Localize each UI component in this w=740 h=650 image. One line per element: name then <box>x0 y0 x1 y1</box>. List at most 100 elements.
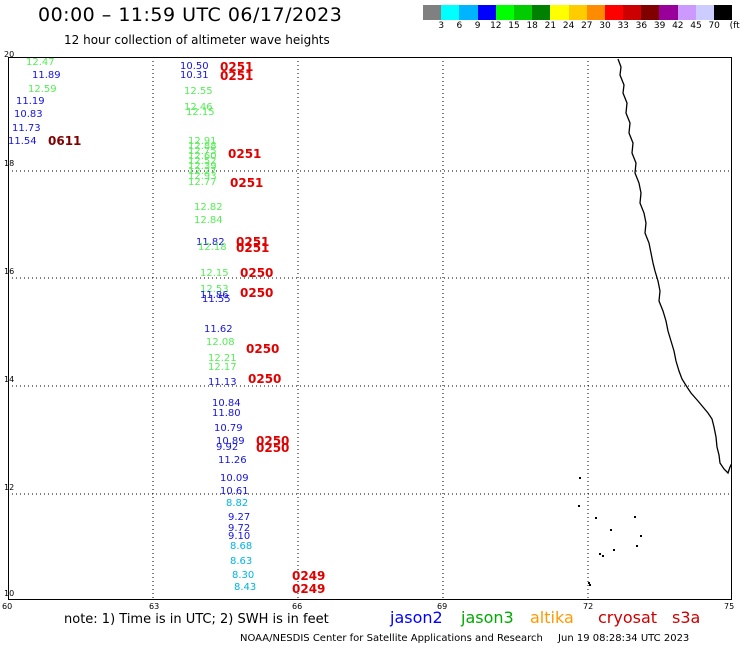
color-swatch <box>586 5 605 20</box>
island <box>578 505 580 507</box>
longitude-label: 69 <box>437 602 448 611</box>
wave-height-label: 12.59 <box>28 84 57 95</box>
color-swatch <box>714 5 733 20</box>
wave-height-label: 11.73 <box>12 123 41 134</box>
wave-height-label: 12.17 <box>208 362 237 373</box>
wave-height-label: 12.84 <box>194 215 223 226</box>
longitude-label: 72 <box>583 602 594 611</box>
island <box>636 545 638 547</box>
wave-height-label: 8.82 <box>226 498 249 509</box>
latitude-label: 10 <box>4 589 15 598</box>
wave-height-label: 10.84 <box>212 398 241 409</box>
wave-height-label: 12.60 <box>188 151 217 162</box>
wave-height-label: 12.53 <box>200 284 229 295</box>
wave-height-label: 9.27 <box>228 512 251 523</box>
color-scale-label: 18 <box>526 21 538 31</box>
legend-altika: altika <box>530 608 574 627</box>
footnote-units: note: 1) Time is in UTC; 2) SWH is in fe… <box>64 612 329 627</box>
color-swatch <box>477 5 496 20</box>
wave-height-label: 10.31 <box>180 70 209 81</box>
wave-height-label: 12.15 <box>186 107 215 118</box>
wave-height-label: 12.39 <box>188 161 217 172</box>
color-scale-label: 70 <box>708 21 720 31</box>
generated-timestamp: Jun 19 08:28:34 UTC 2023 <box>558 633 690 644</box>
wave-height-label: 12.88 <box>188 141 217 152</box>
wave-height-color-scale <box>423 5 733 20</box>
color-swatch <box>441 5 460 20</box>
wave-height-label: 11.26 <box>218 455 247 466</box>
color-swatch <box>695 5 714 20</box>
wave-height-label: 10.09 <box>220 473 249 484</box>
wave-height-label: 11.54 <box>8 136 37 147</box>
color-swatch <box>513 5 533 20</box>
pass-number-label: 0611 <box>48 134 82 148</box>
pass-number-label: 0249 <box>292 582 326 596</box>
color-scale-label: 21 <box>544 21 557 31</box>
color-scale-label: 27 <box>581 21 593 31</box>
pass-number-label: 0251 <box>236 241 270 255</box>
wave-height-label: 9.10 <box>228 531 251 542</box>
pass-number-label: 0251 <box>220 60 254 74</box>
wave-height-label: 10.50 <box>180 61 209 72</box>
wave-height-label: 10.89 <box>216 436 245 447</box>
legend-cryosat: cryosat <box>598 608 658 627</box>
pass-number-label: 0250 <box>240 286 274 300</box>
color-scale-label: 15 <box>508 21 520 31</box>
footer-credit: NOAA/NESDIS Center for Satellite Applica… <box>240 633 701 644</box>
wave-height-label: 12.52 <box>188 156 217 167</box>
wave-height-label: 12.82 <box>194 202 223 213</box>
pass-number-label: 0250 <box>248 372 282 386</box>
credit-text: NOAA/NESDIS Center for Satellite Applica… <box>240 633 543 644</box>
color-swatch <box>623 5 642 20</box>
wave-height-label: 10.79 <box>214 423 243 434</box>
pass-number-label: 0251 <box>228 147 262 161</box>
pass-number-label: 0251 <box>220 69 254 83</box>
wave-height-label: 12.21 <box>208 353 237 364</box>
color-swatch <box>423 5 442 20</box>
longitude-label: 60 <box>2 602 13 611</box>
pass-number-label: 0251 <box>236 235 270 249</box>
latitude-label: 18 <box>4 159 15 168</box>
wave-height-label: 12.46 <box>184 102 213 113</box>
wave-height-label: 8.63 <box>230 556 253 567</box>
island <box>589 584 591 586</box>
color-scale-label: 36 <box>635 21 648 31</box>
map-canvas <box>8 57 732 600</box>
wave-height-label: 8.43 <box>234 582 257 593</box>
wave-height-label: 11.82 <box>196 237 225 248</box>
wave-height-label: 9.72 <box>228 523 251 534</box>
color-swatch <box>459 5 478 20</box>
island <box>610 529 612 531</box>
wave-height-label: 11.13 <box>208 377 237 388</box>
latitude-label: 20 <box>4 50 15 59</box>
color-swatch <box>495 5 514 20</box>
legend-s3a: s3a <box>672 608 701 627</box>
wave-height-label: 8.30 <box>232 570 255 581</box>
wave-height-label: 12.55 <box>184 86 213 97</box>
pass-number-label: 0250 <box>246 342 280 356</box>
wave-height-label: 11.86 <box>200 290 229 301</box>
wave-height-label: 12.27 <box>188 166 217 177</box>
wave-height-label: 11.19 <box>16 96 45 107</box>
wave-height-label: 10.83 <box>14 109 43 120</box>
wave-height-label: 11.80 <box>212 408 241 419</box>
island <box>634 516 636 518</box>
color-swatch <box>532 5 551 20</box>
pass-number-label: 0250 <box>256 441 290 455</box>
legend-jason2: jason2 <box>390 608 443 627</box>
wave-height-label: 10.61 <box>220 486 249 497</box>
wave-height-label: 12.08 <box>206 337 235 348</box>
wave-height-label: 12.47 <box>26 57 55 68</box>
wave-height-label: 12.75 <box>188 146 217 157</box>
color-swatch <box>659 5 678 20</box>
wave-height-label: 12.15 <box>200 268 229 279</box>
map-plot-area: 20 18 16 14 12 10 60 63 66 69 72 75 12.47 11.89 12.59 1… <box>2 50 734 611</box>
island <box>613 549 615 551</box>
color-swatch <box>568 5 587 20</box>
color-scale-label: 6 <box>456 21 463 31</box>
color-swatch <box>550 5 569 20</box>
latitude-label: 14 <box>4 375 15 384</box>
latitude-label: 16 <box>4 267 15 276</box>
color-scale-label: 30 <box>599 21 611 31</box>
